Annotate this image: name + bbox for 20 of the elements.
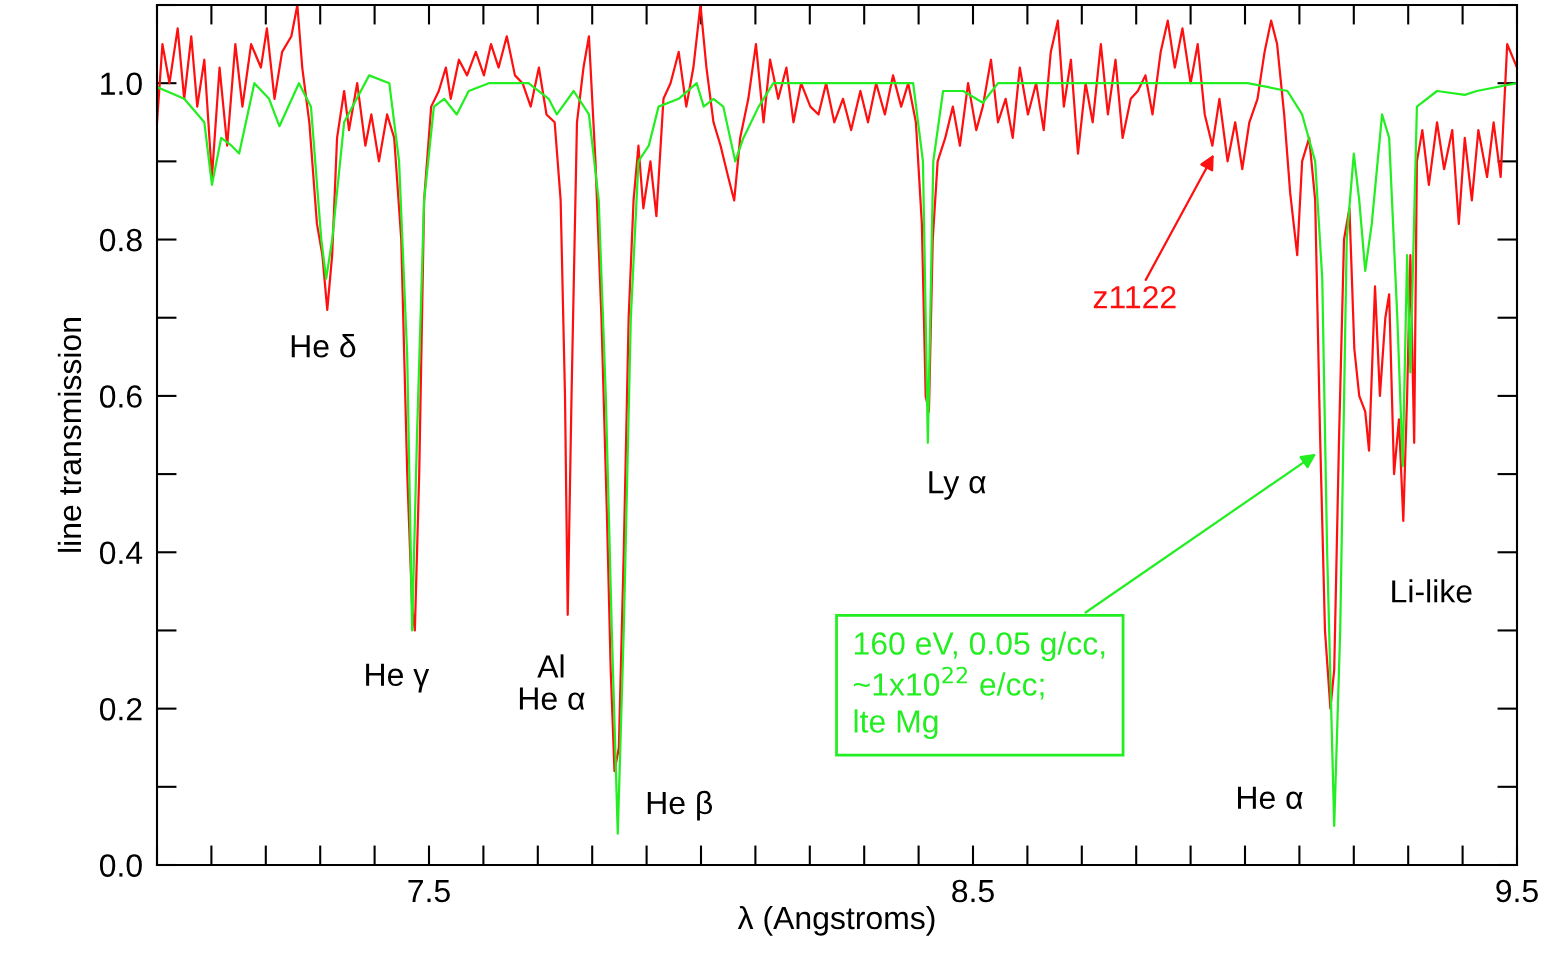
x-axis-title: λ (Angstroms) bbox=[737, 905, 935, 936]
y-axis-title: line transmission bbox=[57, 318, 82, 552]
annotation: He δ bbox=[291, 334, 356, 358]
y-tick-label: 0.2 bbox=[99, 697, 142, 721]
y-tick-label: 0.0 bbox=[99, 854, 142, 877]
y-tick-label: 0.4 bbox=[99, 541, 143, 565]
text: z1122 bbox=[1093, 285, 1176, 309]
annotation: Ly α bbox=[929, 471, 986, 500]
x-tick-label: 8.5 bbox=[952, 879, 994, 903]
x-tick-label: 7.5 bbox=[408, 880, 450, 903]
y-tick-label: 0.8 bbox=[99, 228, 142, 252]
y-tick-label: 0.6 bbox=[99, 385, 142, 408]
annotation: He β bbox=[647, 790, 713, 821]
text: 160 eV, 0.05 g/cc, ~1x10$^{22}$ e/cc; lte Mg bbox=[853, 631, 1105, 740]
annotation: He γ bbox=[366, 663, 430, 693]
y-tick-label: 1.0 bbox=[101, 72, 142, 96]
x-tick-label: 9.5 bbox=[1496, 879, 1538, 903]
annotation: He α bbox=[1238, 786, 1303, 810]
annotation: Li-like bbox=[1392, 579, 1472, 603]
annotation: Al He α bbox=[519, 654, 585, 710]
